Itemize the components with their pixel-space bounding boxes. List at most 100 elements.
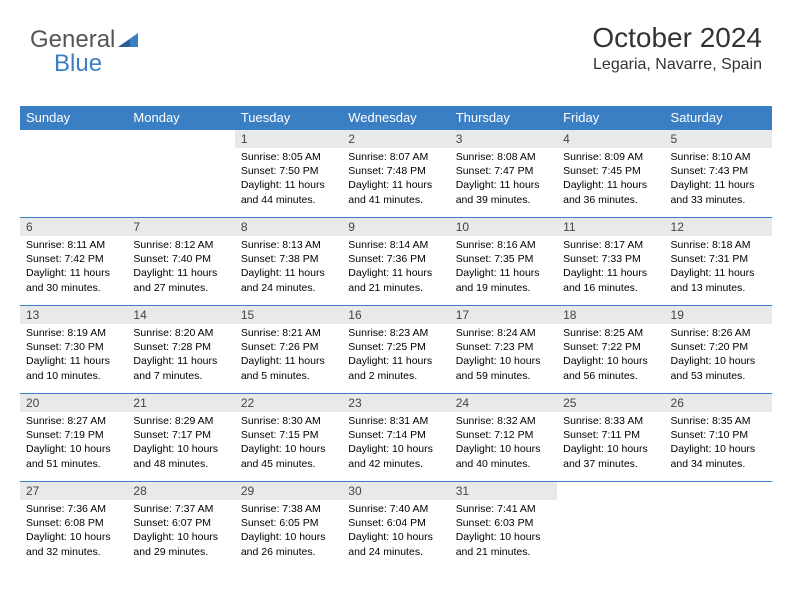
daylight-text: Daylight: 11 hours and 27 minutes. [133, 266, 228, 294]
calendar-day-cell: 31Sunrise: 7:41 AMSunset: 6:03 PMDayligh… [450, 482, 557, 570]
calendar-day-cell: 3Sunrise: 8:08 AMSunset: 7:47 PMDaylight… [450, 130, 557, 218]
day-number: 8 [235, 218, 342, 236]
calendar-day-cell: 5Sunrise: 8:10 AMSunset: 7:43 PMDaylight… [665, 130, 772, 218]
daylight-text: Daylight: 11 hours and 33 minutes. [671, 178, 766, 206]
daylight-text: Daylight: 11 hours and 41 minutes. [348, 178, 443, 206]
daylight-text: Daylight: 11 hours and 30 minutes. [26, 266, 121, 294]
day-number: 25 [557, 394, 664, 412]
day-number: 26 [665, 394, 772, 412]
daylight-text: Daylight: 11 hours and 13 minutes. [671, 266, 766, 294]
calendar-day-cell: 26Sunrise: 8:35 AMSunset: 7:10 PMDayligh… [665, 394, 772, 482]
sunset-text: Sunset: 7:11 PM [563, 428, 658, 442]
day-number: 16 [342, 306, 449, 324]
sunrise-text: Sunrise: 8:23 AM [348, 326, 443, 340]
calendar-day-cell [20, 130, 127, 218]
day-details: Sunrise: 8:08 AMSunset: 7:47 PMDaylight:… [450, 148, 557, 211]
sunrise-text: Sunrise: 8:33 AM [563, 414, 658, 428]
day-details: Sunrise: 8:24 AMSunset: 7:23 PMDaylight:… [450, 324, 557, 387]
daylight-text: Daylight: 10 hours and 53 minutes. [671, 354, 766, 382]
day-details: Sunrise: 8:23 AMSunset: 7:25 PMDaylight:… [342, 324, 449, 387]
sunset-text: Sunset: 7:15 PM [241, 428, 336, 442]
sunset-text: Sunset: 7:30 PM [26, 340, 121, 354]
sunset-text: Sunset: 6:07 PM [133, 516, 228, 530]
calendar-day-cell: 2Sunrise: 8:07 AMSunset: 7:48 PMDaylight… [342, 130, 449, 218]
sunrise-text: Sunrise: 8:20 AM [133, 326, 228, 340]
sunrise-text: Sunrise: 8:07 AM [348, 150, 443, 164]
day-number: 4 [557, 130, 664, 148]
day-number: 11 [557, 218, 664, 236]
sunset-text: Sunset: 7:22 PM [563, 340, 658, 354]
sunrise-text: Sunrise: 8:18 AM [671, 238, 766, 252]
day-details: Sunrise: 7:37 AMSunset: 6:07 PMDaylight:… [127, 500, 234, 563]
brand-text: General Blue [30, 28, 138, 76]
sunrise-text: Sunrise: 7:36 AM [26, 502, 121, 516]
daylight-text: Daylight: 11 hours and 44 minutes. [241, 178, 336, 206]
day-number: 7 [127, 218, 234, 236]
weekday-header: Saturday [665, 106, 772, 130]
sunset-text: Sunset: 7:47 PM [456, 164, 551, 178]
sunrise-text: Sunrise: 8:09 AM [563, 150, 658, 164]
calendar-day-cell [665, 482, 772, 570]
month-title: October 2024 [592, 22, 762, 54]
daylight-text: Daylight: 11 hours and 21 minutes. [348, 266, 443, 294]
day-details: Sunrise: 7:41 AMSunset: 6:03 PMDaylight:… [450, 500, 557, 563]
location-subtitle: Legaria, Navarre, Spain [592, 56, 762, 74]
day-details: Sunrise: 8:30 AMSunset: 7:15 PMDaylight:… [235, 412, 342, 475]
sunset-text: Sunset: 7:50 PM [241, 164, 336, 178]
calendar-day-cell: 12Sunrise: 8:18 AMSunset: 7:31 PMDayligh… [665, 218, 772, 306]
day-details: Sunrise: 8:25 AMSunset: 7:22 PMDaylight:… [557, 324, 664, 387]
day-details: Sunrise: 8:16 AMSunset: 7:35 PMDaylight:… [450, 236, 557, 299]
sunset-text: Sunset: 7:20 PM [671, 340, 766, 354]
day-number: 13 [20, 306, 127, 324]
day-number: 1 [235, 130, 342, 148]
day-number: 6 [20, 218, 127, 236]
day-number: 20 [20, 394, 127, 412]
calendar-day-cell: 14Sunrise: 8:20 AMSunset: 7:28 PMDayligh… [127, 306, 234, 394]
day-number: 15 [235, 306, 342, 324]
sunrise-text: Sunrise: 8:25 AM [563, 326, 658, 340]
sunset-text: Sunset: 7:42 PM [26, 252, 121, 266]
sunset-text: Sunset: 7:28 PM [133, 340, 228, 354]
daylight-text: Daylight: 10 hours and 29 minutes. [133, 530, 228, 558]
day-details: Sunrise: 8:33 AMSunset: 7:11 PMDaylight:… [557, 412, 664, 475]
sunrise-text: Sunrise: 8:24 AM [456, 326, 551, 340]
brand-logo: General Blue [30, 28, 138, 76]
calendar-day-cell: 1 Sunrise: 8:05 AMSunset: 7:50 PMDaylight… [235, 130, 342, 218]
daylight-text: Daylight: 10 hours and 37 minutes. [563, 442, 658, 470]
day-details: Sunrise: 8:20 AMSunset: 7:28 PMDaylight:… [127, 324, 234, 387]
sunrise-text: Sunrise: 8:26 AM [671, 326, 766, 340]
daylight-text: Daylight: 11 hours and 7 minutes. [133, 354, 228, 382]
weekday-header: Wednesday [342, 106, 449, 130]
day-number: 9 [342, 218, 449, 236]
sunset-text: Sunset: 7:23 PM [456, 340, 551, 354]
day-details: Sunrise: 8:14 AMSunset: 7:36 PMDaylight:… [342, 236, 449, 299]
day-number: 27 [20, 482, 127, 500]
sunrise-text: Sunrise: 8:12 AM [133, 238, 228, 252]
calendar-week-row: 27Sunrise: 7:36 AMSunset: 6:08 PMDayligh… [20, 482, 772, 570]
calendar-table: Sunday Monday Tuesday Wednesday Thursday… [20, 106, 772, 570]
daylight-text: Daylight: 11 hours and 2 minutes. [348, 354, 443, 382]
daylight-text: Daylight: 10 hours and 21 minutes. [456, 530, 551, 558]
daylight-text: Daylight: 11 hours and 16 minutes. [563, 266, 658, 294]
calendar-day-cell: 6Sunrise: 8:11 AMSunset: 7:42 PMDaylight… [20, 218, 127, 306]
sunrise-text: Sunrise: 8:05 AM [241, 150, 336, 164]
sunset-text: Sunset: 7:45 PM [563, 164, 658, 178]
sunrise-text: Sunrise: 8:17 AM [563, 238, 658, 252]
day-details: Sunrise: 8:21 AMSunset: 7:26 PMDaylight:… [235, 324, 342, 387]
day-details: Sunrise: 8:31 AMSunset: 7:14 PMDaylight:… [342, 412, 449, 475]
calendar-week-row: 6Sunrise: 8:11 AMSunset: 7:42 PMDaylight… [20, 218, 772, 306]
sunrise-text: Sunrise: 7:41 AM [456, 502, 551, 516]
sunset-text: Sunset: 7:43 PM [671, 164, 766, 178]
day-details: Sunrise: 8:26 AMSunset: 7:20 PMDaylight:… [665, 324, 772, 387]
daylight-text: Daylight: 10 hours and 45 minutes. [241, 442, 336, 470]
day-details: Sunrise: 8:13 AMSunset: 7:38 PMDaylight:… [235, 236, 342, 299]
daylight-text: Daylight: 10 hours and 32 minutes. [26, 530, 121, 558]
daylight-text: Daylight: 10 hours and 59 minutes. [456, 354, 551, 382]
day-details: Sunrise: 7:36 AMSunset: 6:08 PMDaylight:… [20, 500, 127, 563]
day-number: 18 [557, 306, 664, 324]
weekday-header: Friday [557, 106, 664, 130]
sunrise-text: Sunrise: 8:32 AM [456, 414, 551, 428]
calendar-day-cell: 23Sunrise: 8:31 AMSunset: 7:14 PMDayligh… [342, 394, 449, 482]
sunset-text: Sunset: 7:12 PM [456, 428, 551, 442]
daylight-text: Daylight: 10 hours and 48 minutes. [133, 442, 228, 470]
